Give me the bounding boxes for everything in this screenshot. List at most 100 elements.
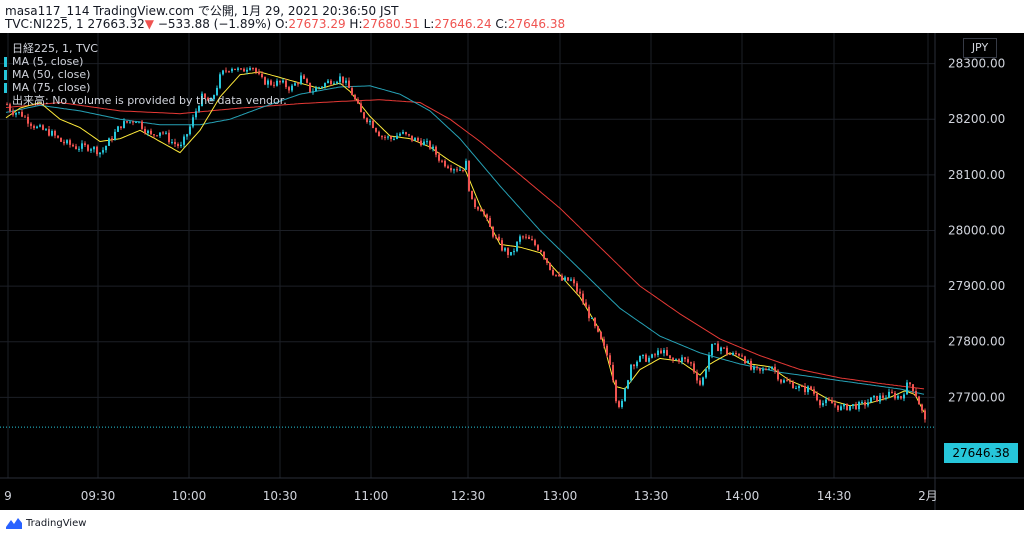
currency-button[interactable]: JPY (963, 38, 997, 58)
x-tick-label: 10:30 (263, 489, 298, 503)
candle-up (747, 360, 749, 364)
candle-down (585, 302, 587, 307)
candle-down (12, 111, 14, 115)
candle-down (828, 399, 830, 401)
candle-down (735, 352, 737, 354)
candle-down (726, 347, 728, 354)
candle-down (774, 366, 776, 371)
candle-down (804, 386, 806, 393)
candle-up (339, 76, 341, 82)
x-tick-label: 13:30 (634, 489, 669, 503)
candle-down (507, 248, 509, 255)
candle-down (438, 154, 440, 161)
candle-down (612, 364, 614, 381)
candle-down (525, 236, 527, 238)
candle-up (624, 388, 626, 401)
legend-ma50[interactable]: MA (50, close) (4, 68, 287, 81)
candle-up (822, 403, 824, 406)
x-tick-label: 09:30 (81, 489, 116, 503)
candle-down (30, 123, 32, 126)
ma50-line (5, 85, 925, 395)
candle-up (276, 80, 278, 86)
candle-down (48, 129, 50, 136)
candle-down (54, 130, 56, 136)
candle-up (246, 69, 248, 72)
candle-down (582, 293, 584, 303)
candle-up (336, 81, 338, 84)
candle-down (330, 80, 332, 85)
candle-up (795, 388, 797, 390)
candle-up (627, 380, 629, 389)
candle-down (750, 360, 752, 370)
candle-up (519, 236, 521, 242)
ma50-marker (4, 70, 7, 80)
candle-down (141, 121, 143, 129)
candle-up (213, 95, 215, 99)
candle-down (381, 136, 383, 138)
candle-down (801, 386, 803, 388)
chart-pane[interactable] (0, 33, 1024, 510)
candle-down (741, 355, 743, 357)
candle-up (201, 93, 203, 107)
last-price: 27663.32 (87, 17, 145, 31)
candle-down (279, 80, 281, 83)
candle-up (510, 251, 512, 255)
candle-down (561, 275, 563, 281)
candle-down (837, 405, 839, 411)
candle-down (558, 274, 560, 276)
candle-up (66, 140, 68, 144)
candle-down (288, 87, 290, 91)
candle-up (714, 343, 716, 345)
candle-up (843, 404, 845, 407)
candle-up (705, 369, 707, 378)
candle-down (744, 356, 746, 364)
candle-up (300, 75, 302, 84)
candle-up (105, 145, 107, 151)
candle-up (753, 366, 755, 370)
candle-up (108, 138, 110, 146)
candle-up (663, 350, 665, 354)
candle-up (681, 357, 683, 362)
candle-down (225, 70, 227, 72)
candle-up (315, 87, 317, 92)
candle-up (222, 70, 224, 75)
candle-down (132, 121, 134, 123)
candle-up (849, 405, 851, 411)
candle-up (762, 369, 764, 371)
candle-up (267, 80, 269, 85)
candle-down (699, 380, 701, 385)
price-chart[interactable]: 27700.00 27800.00 27900.00 28000.00 28100.00… (0, 33, 1024, 510)
candle-up (345, 80, 347, 83)
candle-up (36, 126, 38, 129)
candle-down (546, 258, 548, 263)
candle-up (147, 130, 149, 134)
open-value: 27673.29 (288, 17, 346, 31)
candle-down (909, 382, 911, 385)
candle-down (153, 134, 155, 136)
candle-up (513, 251, 515, 253)
candle-down (687, 359, 689, 363)
candle-up (858, 401, 860, 410)
candle-down (417, 138, 419, 141)
candle-up (564, 277, 566, 281)
candle-up (870, 397, 872, 403)
candle-up (711, 343, 713, 356)
candle-up (186, 134, 188, 137)
legend-ma5[interactable]: MA (5, close) (4, 55, 287, 68)
candle-down (450, 168, 452, 171)
candle-down (588, 306, 590, 319)
candle-down (207, 97, 209, 101)
candle-down (489, 218, 491, 227)
legend-ma75[interactable]: MA (75, close) (4, 81, 287, 94)
candle-down (567, 277, 569, 281)
tradingview-logo[interactable]: TradingView (6, 517, 86, 529)
candle-up (324, 83, 326, 87)
candle-down (285, 80, 287, 88)
candle-up (621, 400, 623, 407)
candle-down (576, 283, 578, 292)
candle-down (168, 132, 170, 143)
candle-up (768, 368, 770, 370)
candle-down (444, 160, 446, 167)
publish-info: masa117_114 TradingView.com で公開, 1月 29, … (5, 4, 399, 18)
candle-down (609, 355, 611, 365)
